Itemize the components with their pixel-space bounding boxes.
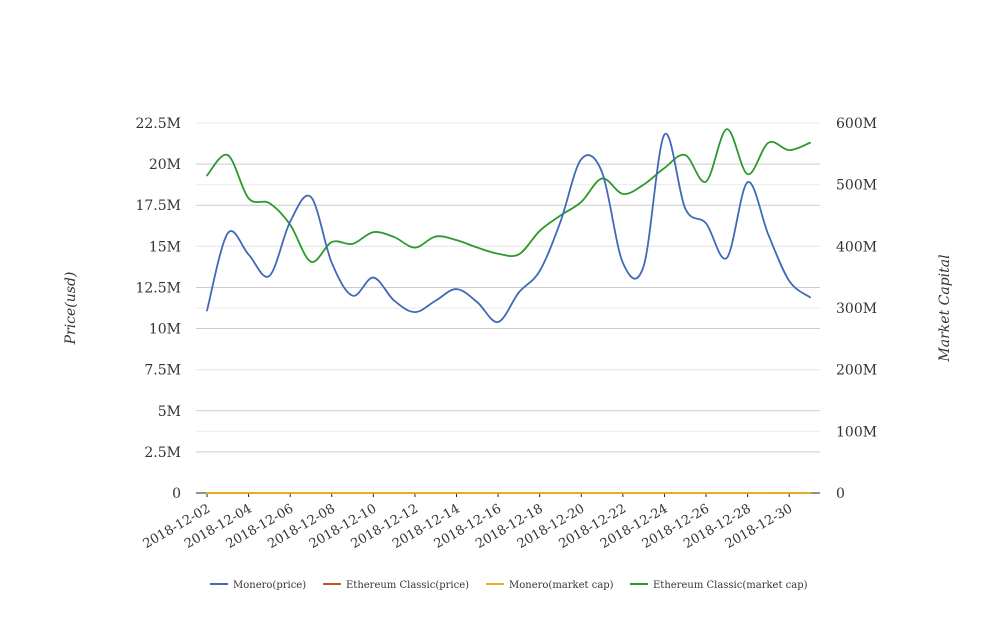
y-tick-label: 17.5M [135,198,181,214]
legend-label[interactable]: Ethereum Classic(market cap) [653,580,808,591]
x-axis: 2018-12-022018-12-042018-12-062018-12-08… [141,493,795,552]
y-tick-label: 7.5M [144,363,181,379]
series-lines [206,128,811,494]
y2-tick-label: 500M [836,178,877,194]
y-axis-right: 0 100M 200M 300M 400M 500M 600M [836,116,877,502]
y2-tick-label: 600M [836,116,877,132]
y-tick-label: 2.5M [144,445,181,461]
y-axis-left: 0 2.5M 5M 7.5M 10M 12.5M 15M 17.5M 20M 22.5M [135,116,181,502]
y-tick-label: 0 [172,486,181,502]
series-line-0 [206,132,811,323]
series-line-3 [206,128,811,263]
y2-tick-label: 400M [836,239,877,255]
y-tick-label: 20M [149,157,181,173]
y2-tick-label: 200M [836,363,877,379]
gridlines [196,122,820,494]
y-tick-label: 12.5M [135,280,181,296]
y2-axis-title: Market Capital [937,254,953,362]
y-tick-label: 15M [149,239,181,255]
y-tick-label: 22.5M [135,116,181,132]
y-tick-label: 10M [149,322,181,338]
legend-label[interactable]: Monero(market cap) [509,580,614,591]
y-tick-label: 5M [158,404,181,420]
y2-tick-label: 0 [836,486,845,502]
legend: Monero(price) Ethereum Classic(price) Mone… [210,580,808,591]
legend-label[interactable]: Monero(price) [233,580,306,591]
y2-tick-label: 300M [836,301,877,317]
legend-label[interactable]: Ethereum Classic(price) [346,580,469,591]
y-axis-title: Price(usd) [63,272,79,346]
y2-tick-label: 100M [836,424,877,440]
